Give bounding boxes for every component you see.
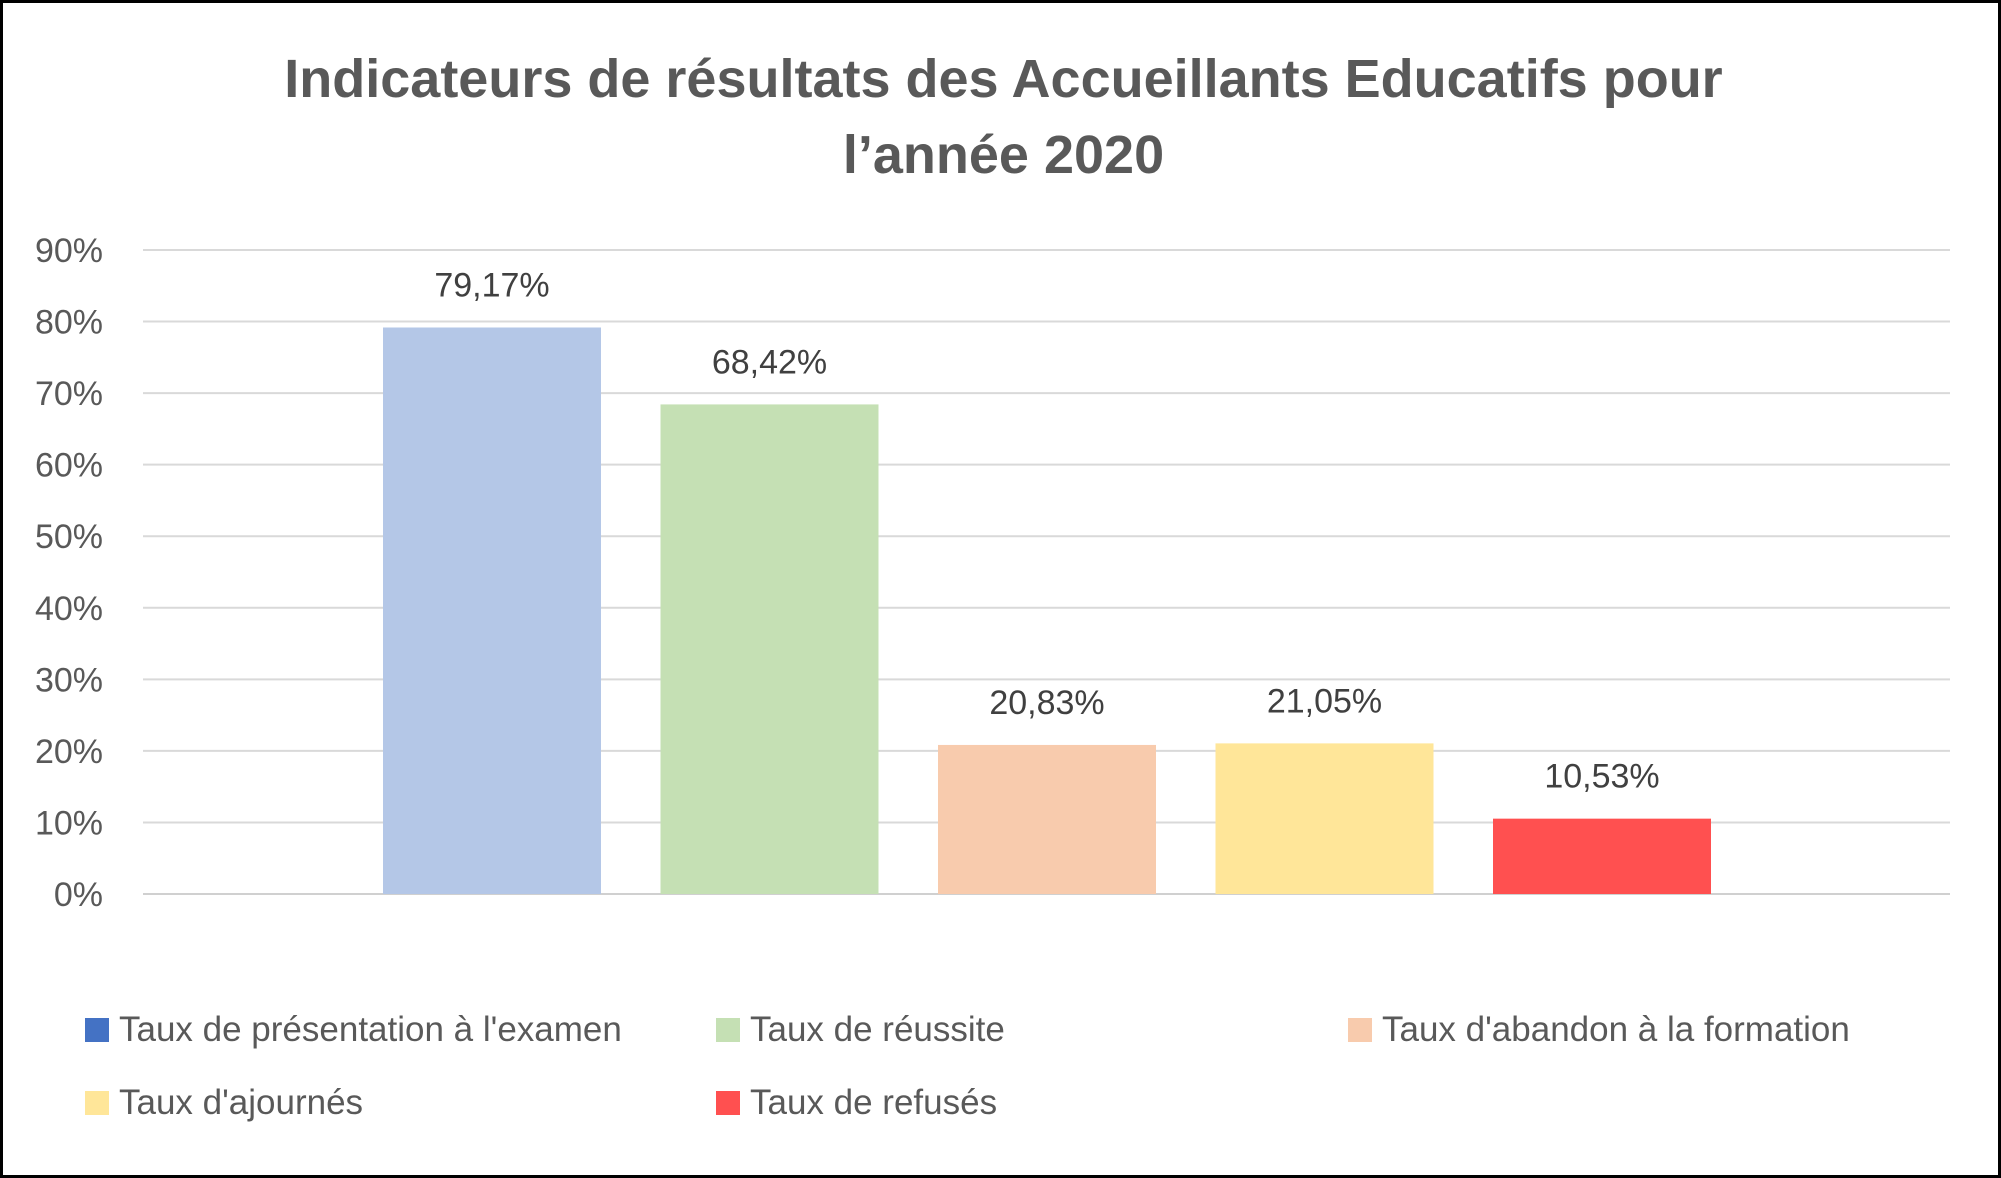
data-label: 68,42% [712, 343, 827, 381]
data-label: 21,05% [1267, 682, 1382, 720]
legend-label: Taux d'ajournés [119, 1083, 363, 1122]
legend-swatch [716, 1091, 740, 1115]
legend: Taux de présentation à l'examen Taux de r… [85, 1010, 1850, 1122]
data-label: 79,17% [434, 266, 549, 304]
y-tick-label: 0% [54, 876, 103, 914]
y-tick-label: 60% [35, 447, 103, 485]
y-tick-label: 20% [35, 733, 103, 771]
y-tick-label: 70% [35, 375, 103, 413]
data-label: 10,53% [1544, 758, 1659, 796]
y-tick-label: 10% [35, 804, 103, 842]
y-tick-label: 90% [35, 232, 103, 270]
bar [938, 744, 1156, 894]
chart-title-line-1: Indicateurs de résultats des Accueillant… [284, 49, 1723, 109]
bar-chart: 0% 10% 20% 30% 40% 50% 60% 70% 80% 90% 79,17% 68,4… [35, 232, 1950, 1122]
bar [1215, 743, 1434, 894]
data-label: 20,83% [989, 684, 1104, 722]
y-tick-label: 80% [35, 304, 103, 342]
bar [1493, 818, 1711, 894]
legend-label: Taux de réussite [750, 1010, 1005, 1049]
y-tick-label: 30% [35, 661, 103, 699]
bar [660, 404, 879, 894]
legend-swatch [1348, 1018, 1372, 1042]
chart-title-line-2: l’année 2020 [842, 125, 1165, 185]
bars [383, 327, 1711, 895]
data-labels: 79,17% 68,42% 20,83% 21,05% 10,53% [434, 266, 1659, 795]
legend-swatch [85, 1091, 109, 1115]
chart-title: Indicateurs de résultats des Accueillant… [3, 41, 2001, 193]
legend-label: Taux de présentation à l'examen [119, 1010, 622, 1049]
bar [383, 327, 601, 895]
legend-swatch [716, 1018, 740, 1042]
y-axis: 0% 10% 20% 30% 40% 50% 60% 70% 80% 90% [35, 232, 103, 914]
legend-label: Taux d'abandon à la formation [1382, 1010, 1850, 1049]
legend-label: Taux de refusés [750, 1083, 997, 1122]
y-tick-label: 40% [35, 590, 103, 628]
legend-swatch [85, 1018, 109, 1042]
y-tick-label: 50% [35, 518, 103, 556]
